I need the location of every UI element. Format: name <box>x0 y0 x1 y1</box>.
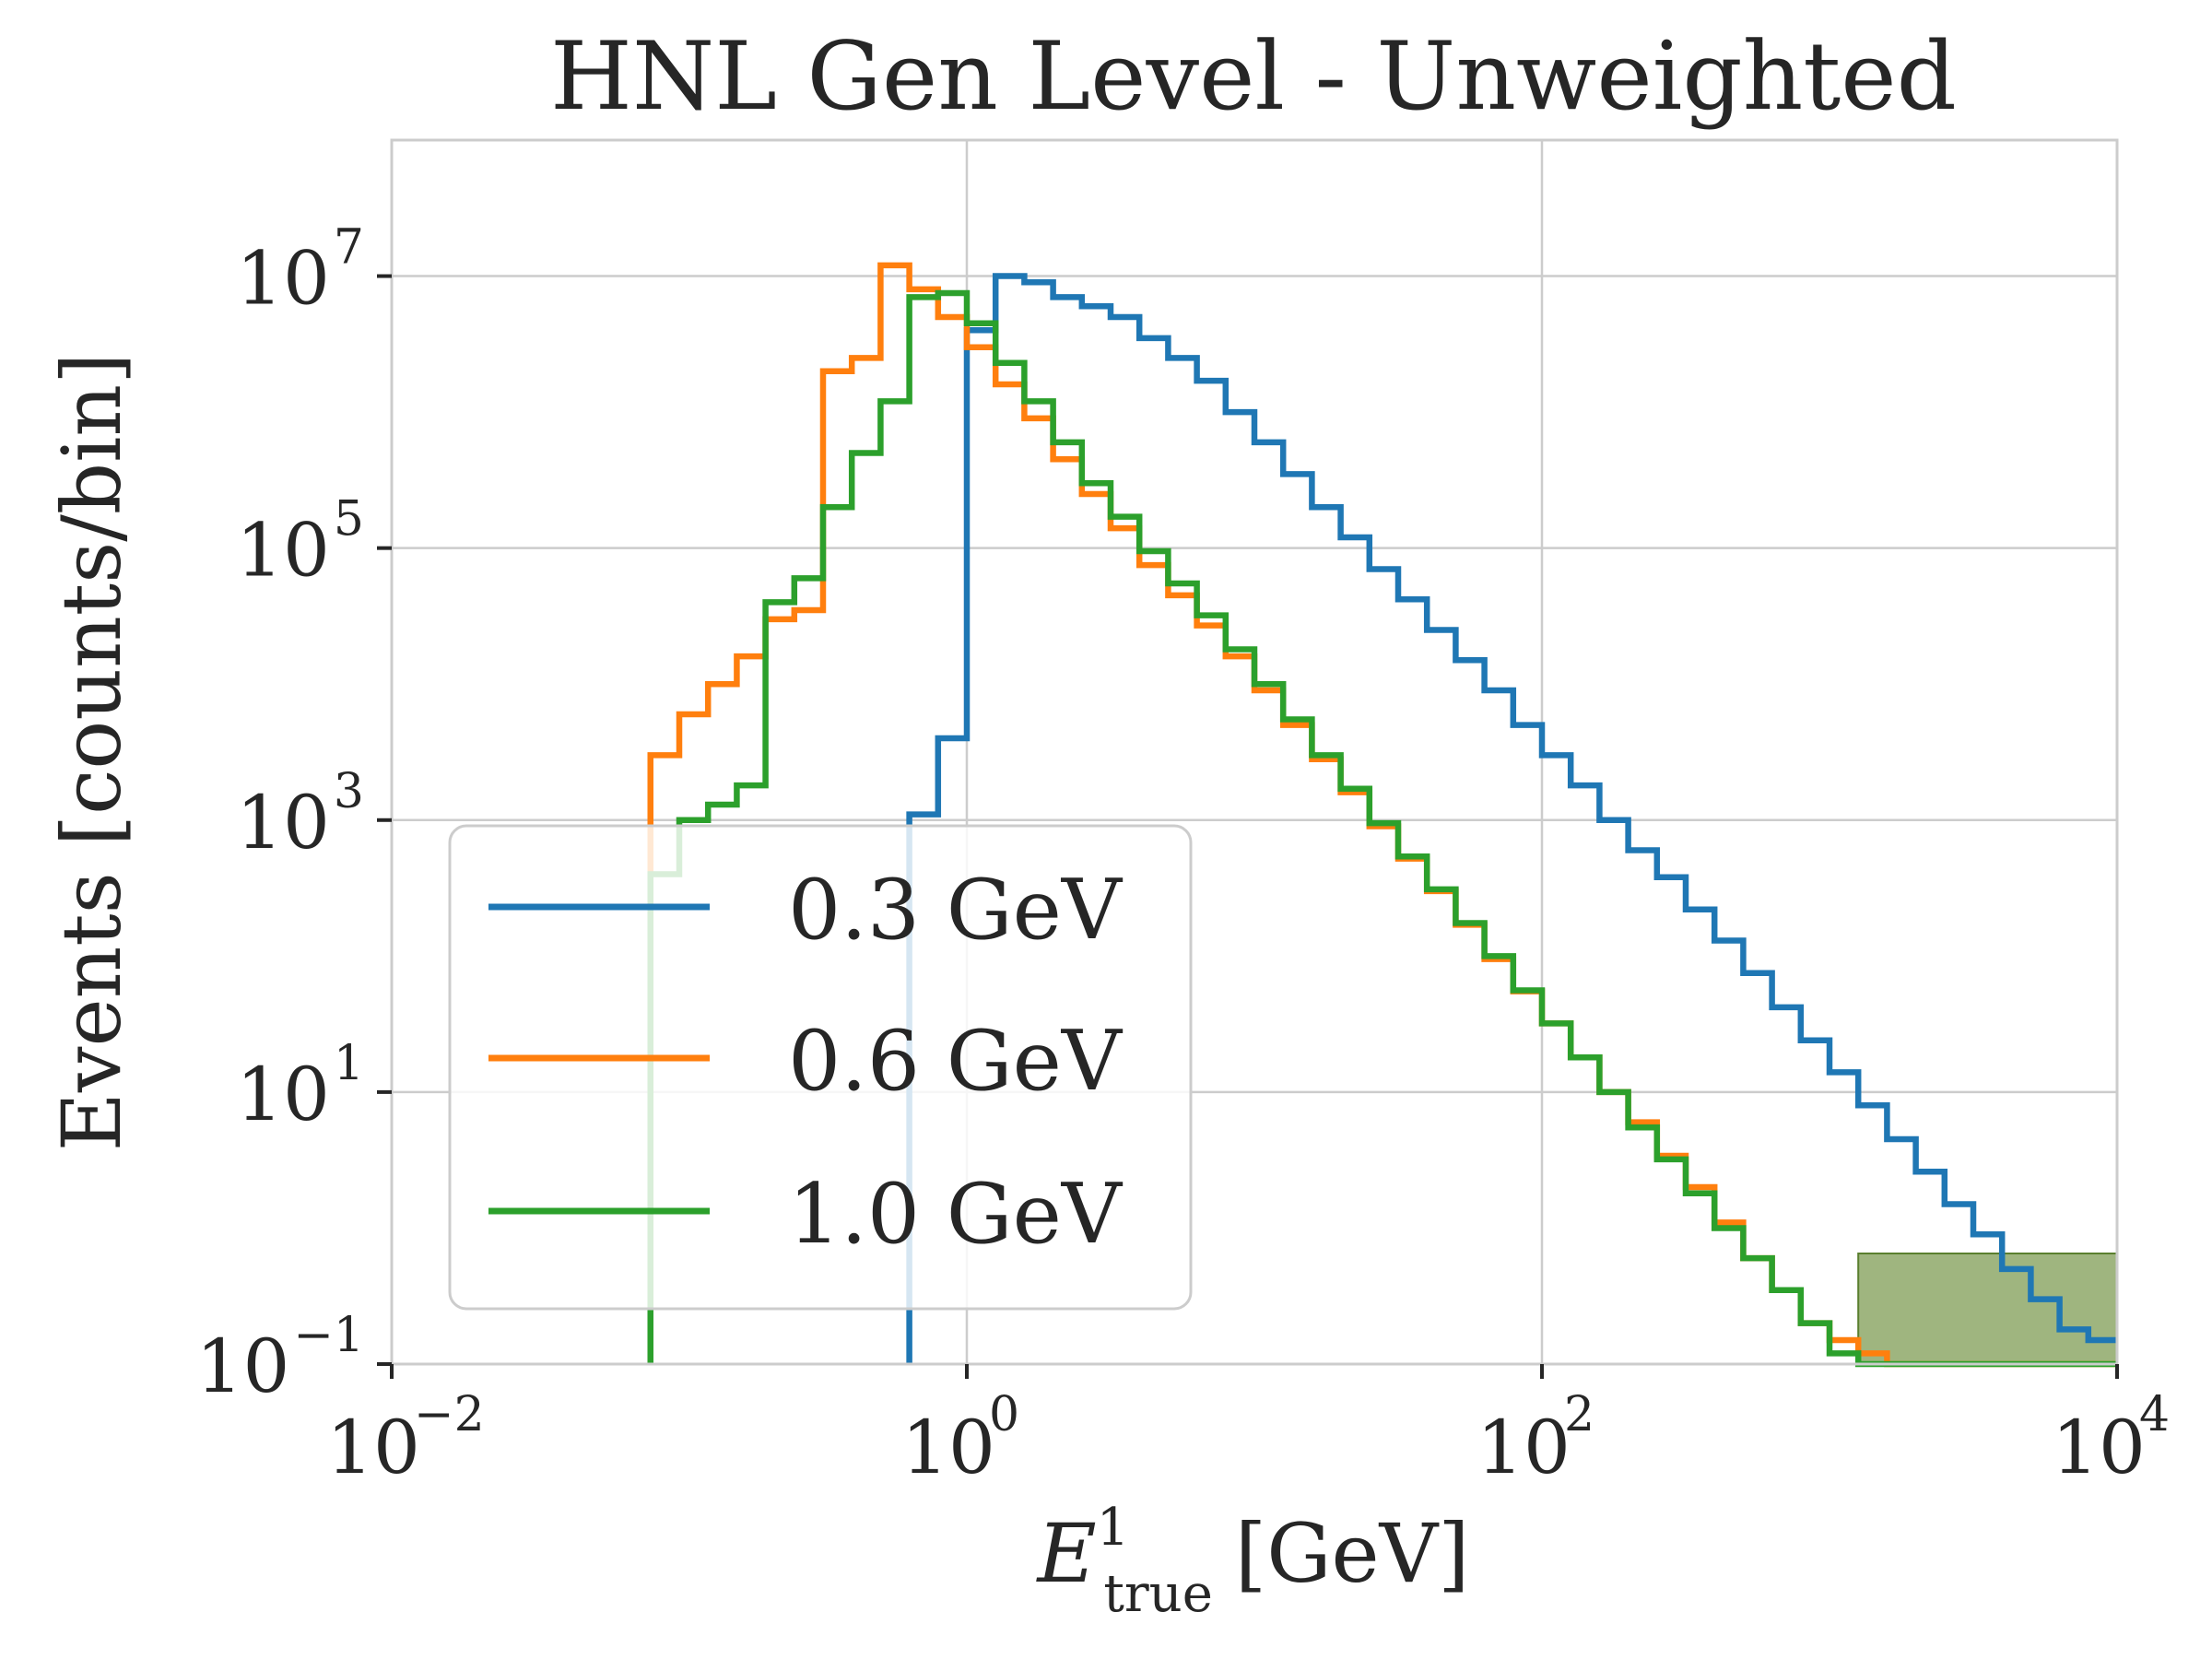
x-tick-exponent-4: 4 <box>2139 1387 2170 1442</box>
x-tick-label-2: 10 <box>326 1405 420 1490</box>
legend: 0.3 GeV 0.6 GeV 1.0 GeV <box>448 824 1193 1311</box>
band-1-0-gev <box>1857 1253 2118 1365</box>
y-tick-exponent-7: 7 <box>334 220 364 276</box>
series-line-1-0-gev <box>647 289 2117 1368</box>
chart-title: HNL Gen Level - Unweighted <box>550 22 1957 132</box>
x-axis-label-unit: [GeV] <box>1235 1506 1470 1601</box>
legend-box <box>448 824 1193 1311</box>
plot-frame <box>390 138 2119 1366</box>
x-axis-label-symbol: E <box>1036 1506 1097 1601</box>
legend-label-1-0-gev: 1.0 GeV <box>788 1166 1124 1263</box>
y-tick-exponent-1: −1 <box>293 1308 364 1363</box>
x-tick-exponent-2: −2 <box>414 1387 485 1442</box>
y-tick-label-1: 10 <box>196 1324 290 1409</box>
x-axis-label-superscript: 1 <box>1097 1498 1130 1558</box>
y-axis-label-text: Events [counts/bin] <box>44 353 139 1152</box>
y-tick-exponent-3: 3 <box>334 764 364 819</box>
x-tick-label-4: 10 <box>2052 1405 2146 1490</box>
y-tick-label-5: 10 <box>236 508 330 594</box>
y-axis-label: Events [counts/bin] <box>44 353 139 1152</box>
x-tick-label-2: 10 <box>1477 1405 1571 1490</box>
y-tick-label-1: 10 <box>236 1052 330 1137</box>
legend-label-0-6-gev: 0.6 GeV <box>788 1013 1124 1110</box>
x-axis-label-subscript: true <box>1103 1564 1212 1624</box>
x-tick-label-0: 10 <box>901 1405 995 1490</box>
series-lines <box>647 262 2117 1368</box>
uncertainty-bands <box>1857 1253 2118 1365</box>
y-tick-label-7: 10 <box>236 236 330 322</box>
x-tick-exponent-0: 0 <box>989 1387 1019 1442</box>
y-tick-exponent-1: 1 <box>334 1036 364 1091</box>
y-tick-exponent-5: 5 <box>334 492 364 547</box>
x-tick-exponent-2: 2 <box>1564 1387 1594 1442</box>
x-axis-label: E1 true [GeV] <box>1036 1498 1470 1624</box>
series-line-0-3-gev <box>906 273 2117 1364</box>
legend-label-0-3-gev: 0.3 GeV <box>788 862 1124 959</box>
y-tick-label-3: 10 <box>236 780 330 865</box>
